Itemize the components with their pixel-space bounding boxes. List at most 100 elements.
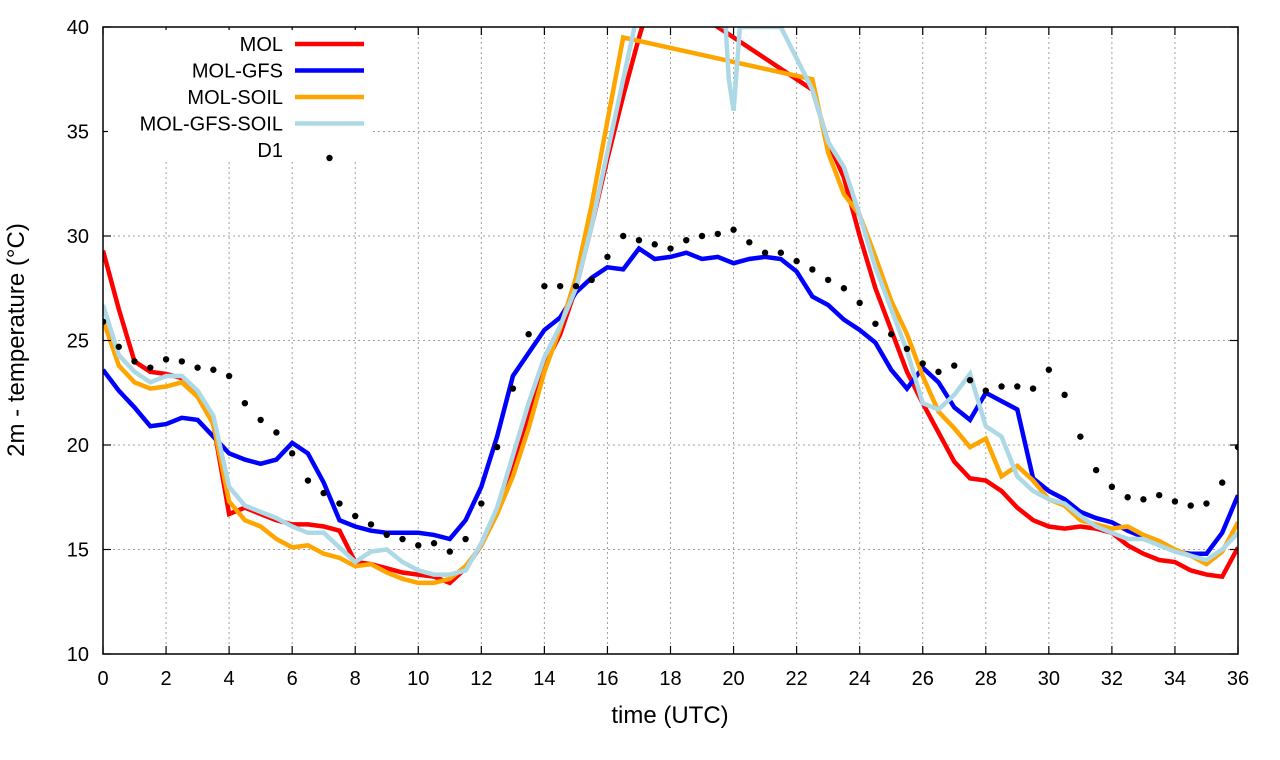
y-tick-label: 30 (67, 226, 89, 248)
data-point-d1 (714, 230, 721, 238)
legend: MOL MOL-GFS MOL-SOIL MOL-GFS-SOIL D1 (108, 30, 370, 162)
data-point-d1 (982, 387, 989, 394)
data-point-d1 (430, 540, 438, 547)
data-point-d1 (304, 477, 312, 484)
data-point-d1 (903, 345, 911, 353)
x-tick-label: 18 (659, 668, 681, 690)
y-tick-label: 20 (67, 435, 89, 457)
legend-label-mol-gfs: MOL-GFS (192, 61, 283, 83)
data-point-d1 (635, 236, 643, 244)
data-point-d1 (556, 282, 564, 290)
data-point-d1 (225, 372, 233, 380)
x-tick-label: 34 (1164, 668, 1186, 690)
data-point-d1 (103, 318, 107, 325)
x-tick-label: 12 (470, 668, 492, 690)
series-line-mol-gfs (103, 245, 1238, 556)
x-tick-label: 28 (975, 668, 997, 690)
x-tick-label: 22 (785, 668, 807, 690)
data-point-d1 (935, 368, 942, 376)
data-point-d1 (415, 542, 422, 549)
axis-ticks: 0 2 4 6 8 10 12 14 16 18 20 22 24 26 28 30 32 34 361015202… (67, 17, 1249, 690)
series-d1 (103, 226, 1238, 555)
data-point-d1 (966, 377, 974, 384)
data-point-d1 (651, 241, 658, 248)
data-point-d1 (887, 331, 895, 338)
series-line-mol-soil (103, 34, 1238, 586)
x-tick-label: 6 (287, 668, 298, 690)
data-point-d1 (730, 226, 737, 233)
data-point-d1 (1155, 491, 1163, 499)
y-tick-label: 25 (67, 331, 89, 353)
data-point-d1 (493, 443, 501, 451)
data-point-d1 (872, 320, 879, 327)
data-point-d1 (919, 360, 926, 367)
data-point-d1 (1061, 391, 1068, 399)
data-point-d1 (951, 362, 958, 369)
x-tick-label: 4 (224, 668, 235, 690)
x-tick-label: 26 (912, 668, 934, 690)
series-line-mol-gfs-soil (103, 27, 1238, 577)
data-point-d1 (147, 364, 154, 371)
data-point-d1 (446, 548, 454, 555)
x-axis-title: time (UTC) (611, 702, 728, 729)
data-point-d1 (462, 535, 469, 543)
data-point-d1 (257, 416, 264, 424)
data-point-d1 (1029, 385, 1037, 392)
data-point-d1 (1219, 479, 1226, 486)
x-tick-label: 30 (1038, 668, 1060, 690)
data-point-d1 (541, 282, 548, 290)
data-point-d1 (352, 512, 359, 520)
data-point-d1 (1045, 366, 1053, 373)
x-tick-label: 8 (350, 668, 361, 690)
data-point-d1 (1187, 502, 1194, 509)
data-point-d1 (572, 282, 580, 290)
legend-label-mol-soil: MOL-SOIL (187, 87, 283, 109)
data-point-d1 (1124, 494, 1131, 501)
data-point-d1 (683, 236, 690, 244)
data-point-d1 (824, 276, 832, 284)
data-point-d1 (856, 299, 863, 307)
legend-label-mol-gfs-soil: MOL-GFS-SOIL (140, 114, 283, 136)
y-axis-title: 2m - temperature (°C) (3, 223, 30, 457)
x-tick-label: 20 (722, 668, 744, 690)
data-point-d1 (1108, 483, 1116, 490)
data-point-d1 (1077, 433, 1084, 440)
data-point-d1 (210, 366, 217, 373)
data-point-d1 (588, 276, 595, 284)
data-point-d1 (809, 266, 816, 273)
data-point-d1 (509, 385, 517, 392)
x-tick-label: 36 (1227, 668, 1249, 690)
data-point-d1 (383, 531, 390, 539)
legend-label-d1: D1 (257, 140, 283, 162)
x-tick-label: 14 (533, 668, 555, 690)
data-point-d1 (667, 245, 674, 252)
data-point-d1 (761, 249, 769, 256)
y-tick-label: 35 (67, 122, 89, 144)
y-tick-label: 15 (67, 540, 89, 562)
data-point-d1 (998, 383, 1005, 390)
x-tick-label: 0 (97, 668, 108, 690)
data-point-d1 (1171, 498, 1179, 505)
data-point-d1 (273, 429, 280, 436)
series-layer (103, 27, 1238, 586)
data-point-d1 (1203, 500, 1210, 507)
grid-lines (103, 27, 1238, 654)
data-point-d1 (1092, 466, 1100, 474)
x-tick-label: 24 (849, 668, 871, 690)
data-point-d1 (178, 358, 186, 365)
x-tick-label: 10 (407, 668, 429, 690)
x-tick-label: 32 (1101, 668, 1123, 690)
data-point-d1 (131, 358, 138, 365)
data-point-d1 (367, 521, 375, 528)
legend-swatch-d1 (326, 154, 333, 162)
data-point-d1 (399, 535, 406, 543)
data-point-d1 (698, 232, 706, 240)
data-point-d1 (336, 500, 343, 507)
data-point-d1 (288, 450, 296, 457)
data-point-d1 (604, 253, 611, 261)
data-point-d1 (793, 257, 800, 265)
data-point-d1 (1140, 496, 1147, 503)
data-point-d1 (840, 285, 848, 292)
legend-label-mol: MOL (240, 34, 283, 56)
